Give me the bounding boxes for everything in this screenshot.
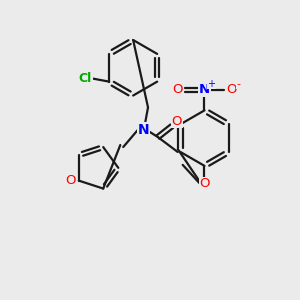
Text: O: O	[66, 174, 76, 187]
Text: O: O	[226, 83, 236, 96]
Text: N: N	[199, 83, 210, 96]
Text: Cl: Cl	[79, 72, 92, 85]
Text: O: O	[172, 115, 182, 128]
Text: O: O	[199, 177, 210, 190]
Text: N: N	[137, 123, 149, 137]
Text: +: +	[207, 79, 215, 88]
Text: -: -	[236, 79, 240, 88]
Text: O: O	[172, 83, 183, 96]
